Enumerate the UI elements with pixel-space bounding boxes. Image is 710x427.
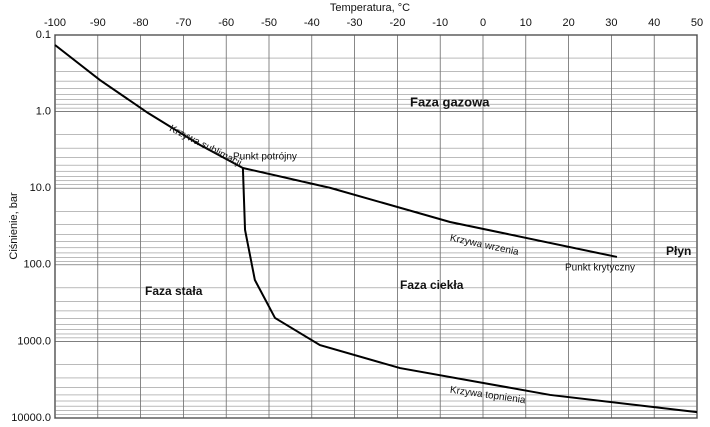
- x-tick-label: -80: [133, 17, 149, 29]
- x-tick-label: -20: [389, 17, 405, 29]
- x-tick-label: 10: [520, 17, 532, 29]
- x-tick-label: -30: [347, 17, 363, 29]
- y-tick-label: 1.0: [36, 106, 51, 118]
- annotation: Punkt krytyczny: [565, 263, 635, 274]
- annotation: Faza gazowa: [410, 94, 490, 109]
- y-axis-label: Ciśnienie, bar: [8, 192, 20, 260]
- x-tick-label: 50: [691, 17, 703, 29]
- y-tick-label: 10000.0: [11, 412, 51, 424]
- x-tick-label: -40: [304, 17, 320, 29]
- curve: [54, 44, 244, 169]
- annotation: Płyn: [666, 244, 691, 258]
- x-tick-label: 30: [605, 17, 617, 29]
- x-tick-label: -50: [261, 17, 277, 29]
- y-tick-label: 10.0: [30, 182, 51, 194]
- x-tick-label: -60: [218, 17, 234, 29]
- annotation: Faza stała: [145, 284, 203, 298]
- y-tick-label: 100.0: [23, 259, 51, 271]
- x-tick-label: 20: [562, 17, 574, 29]
- x-tick-label: 40: [648, 17, 660, 29]
- x-tick-label: 0: [480, 17, 486, 29]
- x-tick-label: -10: [432, 17, 448, 29]
- x-tick-label: -100: [44, 17, 66, 29]
- y-tick-label: 1000.0: [17, 335, 51, 347]
- x-tick-label: -90: [90, 17, 106, 29]
- x-tick-label: -70: [175, 17, 191, 29]
- curve: [241, 167, 698, 414]
- curve: [242, 167, 618, 258]
- annotation: Punkt potrójny: [233, 152, 297, 163]
- y-tick-label: 0.1: [36, 29, 51, 41]
- chart-title: Temperatura, °C: [330, 2, 410, 14]
- annotation: Faza ciekła: [400, 278, 464, 292]
